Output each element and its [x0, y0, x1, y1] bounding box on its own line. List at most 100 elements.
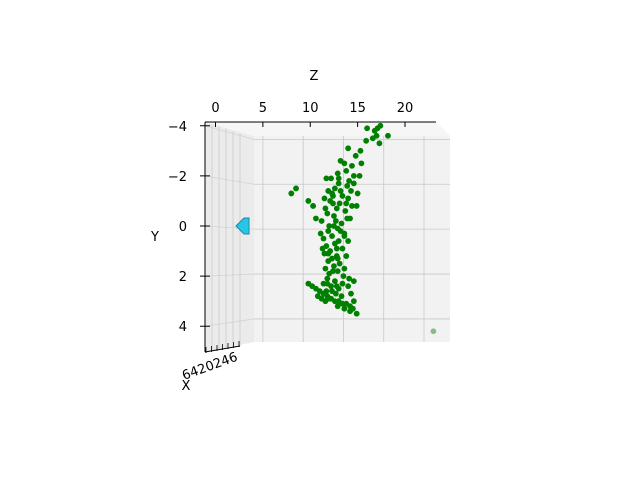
- data-point: [313, 215, 319, 222]
- data-point: [318, 218, 325, 224]
- z-tick-label: 0: [211, 101, 219, 116]
- data-point: [330, 193, 336, 199]
- y-tick-label: 0: [179, 220, 187, 235]
- data-point: [354, 190, 361, 197]
- data-point: [339, 280, 346, 287]
- data-point-faint: [310, 203, 316, 209]
- data-point: [342, 208, 349, 214]
- data-point: [335, 180, 342, 187]
- data-point: [346, 177, 352, 184]
- data-point: [353, 203, 360, 209]
- data-point: [293, 185, 299, 192]
- data-point: [339, 193, 346, 199]
- z-tick-label: 10: [302, 101, 319, 116]
- camera-marker-icon: [235, 217, 250, 235]
- data-point: [350, 278, 357, 285]
- grid-line-y-side: [204, 273, 255, 277]
- data-point: [325, 250, 332, 257]
- data-point: [331, 223, 337, 229]
- data-point: [385, 132, 391, 139]
- data-point: [322, 265, 329, 272]
- data-point: [333, 283, 340, 290]
- data-point: [343, 167, 350, 174]
- z-tick-label: 5: [259, 101, 267, 116]
- data-point: [340, 273, 347, 280]
- data-point: [321, 195, 328, 202]
- data-point: [357, 147, 364, 154]
- data-point: [341, 305, 348, 312]
- data-point: [347, 308, 353, 315]
- data-point: [369, 135, 376, 142]
- data-point: [377, 122, 384, 129]
- data-point: [322, 298, 329, 305]
- data-point: [324, 275, 331, 282]
- data-point: [341, 233, 348, 239]
- data-point: [353, 310, 360, 317]
- data-point: [343, 200, 350, 207]
- data-point: [310, 203, 316, 209]
- data-point-faint: [430, 328, 437, 335]
- data-point: [344, 215, 351, 222]
- data-point: [331, 278, 338, 285]
- data-point: [352, 152, 359, 159]
- data-point: [334, 170, 341, 177]
- data-point: [345, 195, 352, 202]
- data-point: [348, 188, 354, 194]
- data-point: [331, 263, 337, 269]
- data-point: [346, 275, 352, 282]
- grid-line-y-side: [204, 318, 255, 327]
- data-point: [335, 175, 342, 182]
- y-tick-label: −2: [168, 170, 187, 185]
- y-tick-label: 4: [179, 320, 187, 335]
- data-point: [288, 190, 295, 197]
- data-point: [371, 127, 378, 134]
- data-point: [326, 223, 333, 229]
- z-axis-label: Z: [310, 69, 319, 84]
- data-point: [337, 188, 344, 194]
- data-point: [323, 175, 330, 182]
- y-tick-label: −4: [168, 120, 187, 135]
- data-point: [332, 218, 339, 224]
- data-point: [350, 298, 357, 305]
- grid-line-y-side: [204, 175, 255, 185]
- left-pane: [205, 122, 254, 352]
- data-point-faint: [288, 190, 295, 197]
- data-point: [350, 172, 357, 179]
- y-axis-label: Y: [150, 230, 159, 245]
- data-point: [344, 183, 351, 189]
- data-point: [341, 265, 348, 272]
- scatter-points: [288, 122, 437, 335]
- data-point: [333, 245, 340, 252]
- data-point: [330, 268, 336, 275]
- data-point: [331, 185, 338, 192]
- axis-ticks: 0 5 10 15 20 −4 −2 0 2 4: [168, 101, 413, 353]
- data-point: [325, 258, 332, 264]
- data-point: [320, 235, 327, 242]
- data-point-faint: [293, 185, 299, 192]
- data-point: [341, 160, 348, 167]
- data-point: [314, 293, 321, 300]
- data-point: [330, 200, 336, 207]
- data-point: [336, 200, 343, 207]
- data-point: [334, 255, 341, 262]
- data-point: [348, 290, 354, 297]
- data-point: [350, 180, 357, 187]
- data-point: [328, 175, 334, 182]
- data-point: [338, 293, 345, 300]
- grid-line-y-side: [204, 125, 255, 140]
- z-tick-label: 20: [397, 101, 414, 116]
- data-point: [317, 230, 324, 237]
- data-point: [345, 283, 352, 290]
- data-point: [358, 160, 365, 167]
- data-point: [345, 238, 352, 244]
- data-point: [325, 228, 332, 234]
- x-axis-label: X: [182, 379, 191, 394]
- data-point: [324, 280, 331, 287]
- data-point: [334, 303, 341, 310]
- data-point: [329, 288, 335, 295]
- data-point: [349, 203, 355, 209]
- top-pane: [205, 122, 450, 136]
- data-point: [322, 205, 329, 212]
- data-point: [376, 140, 383, 147]
